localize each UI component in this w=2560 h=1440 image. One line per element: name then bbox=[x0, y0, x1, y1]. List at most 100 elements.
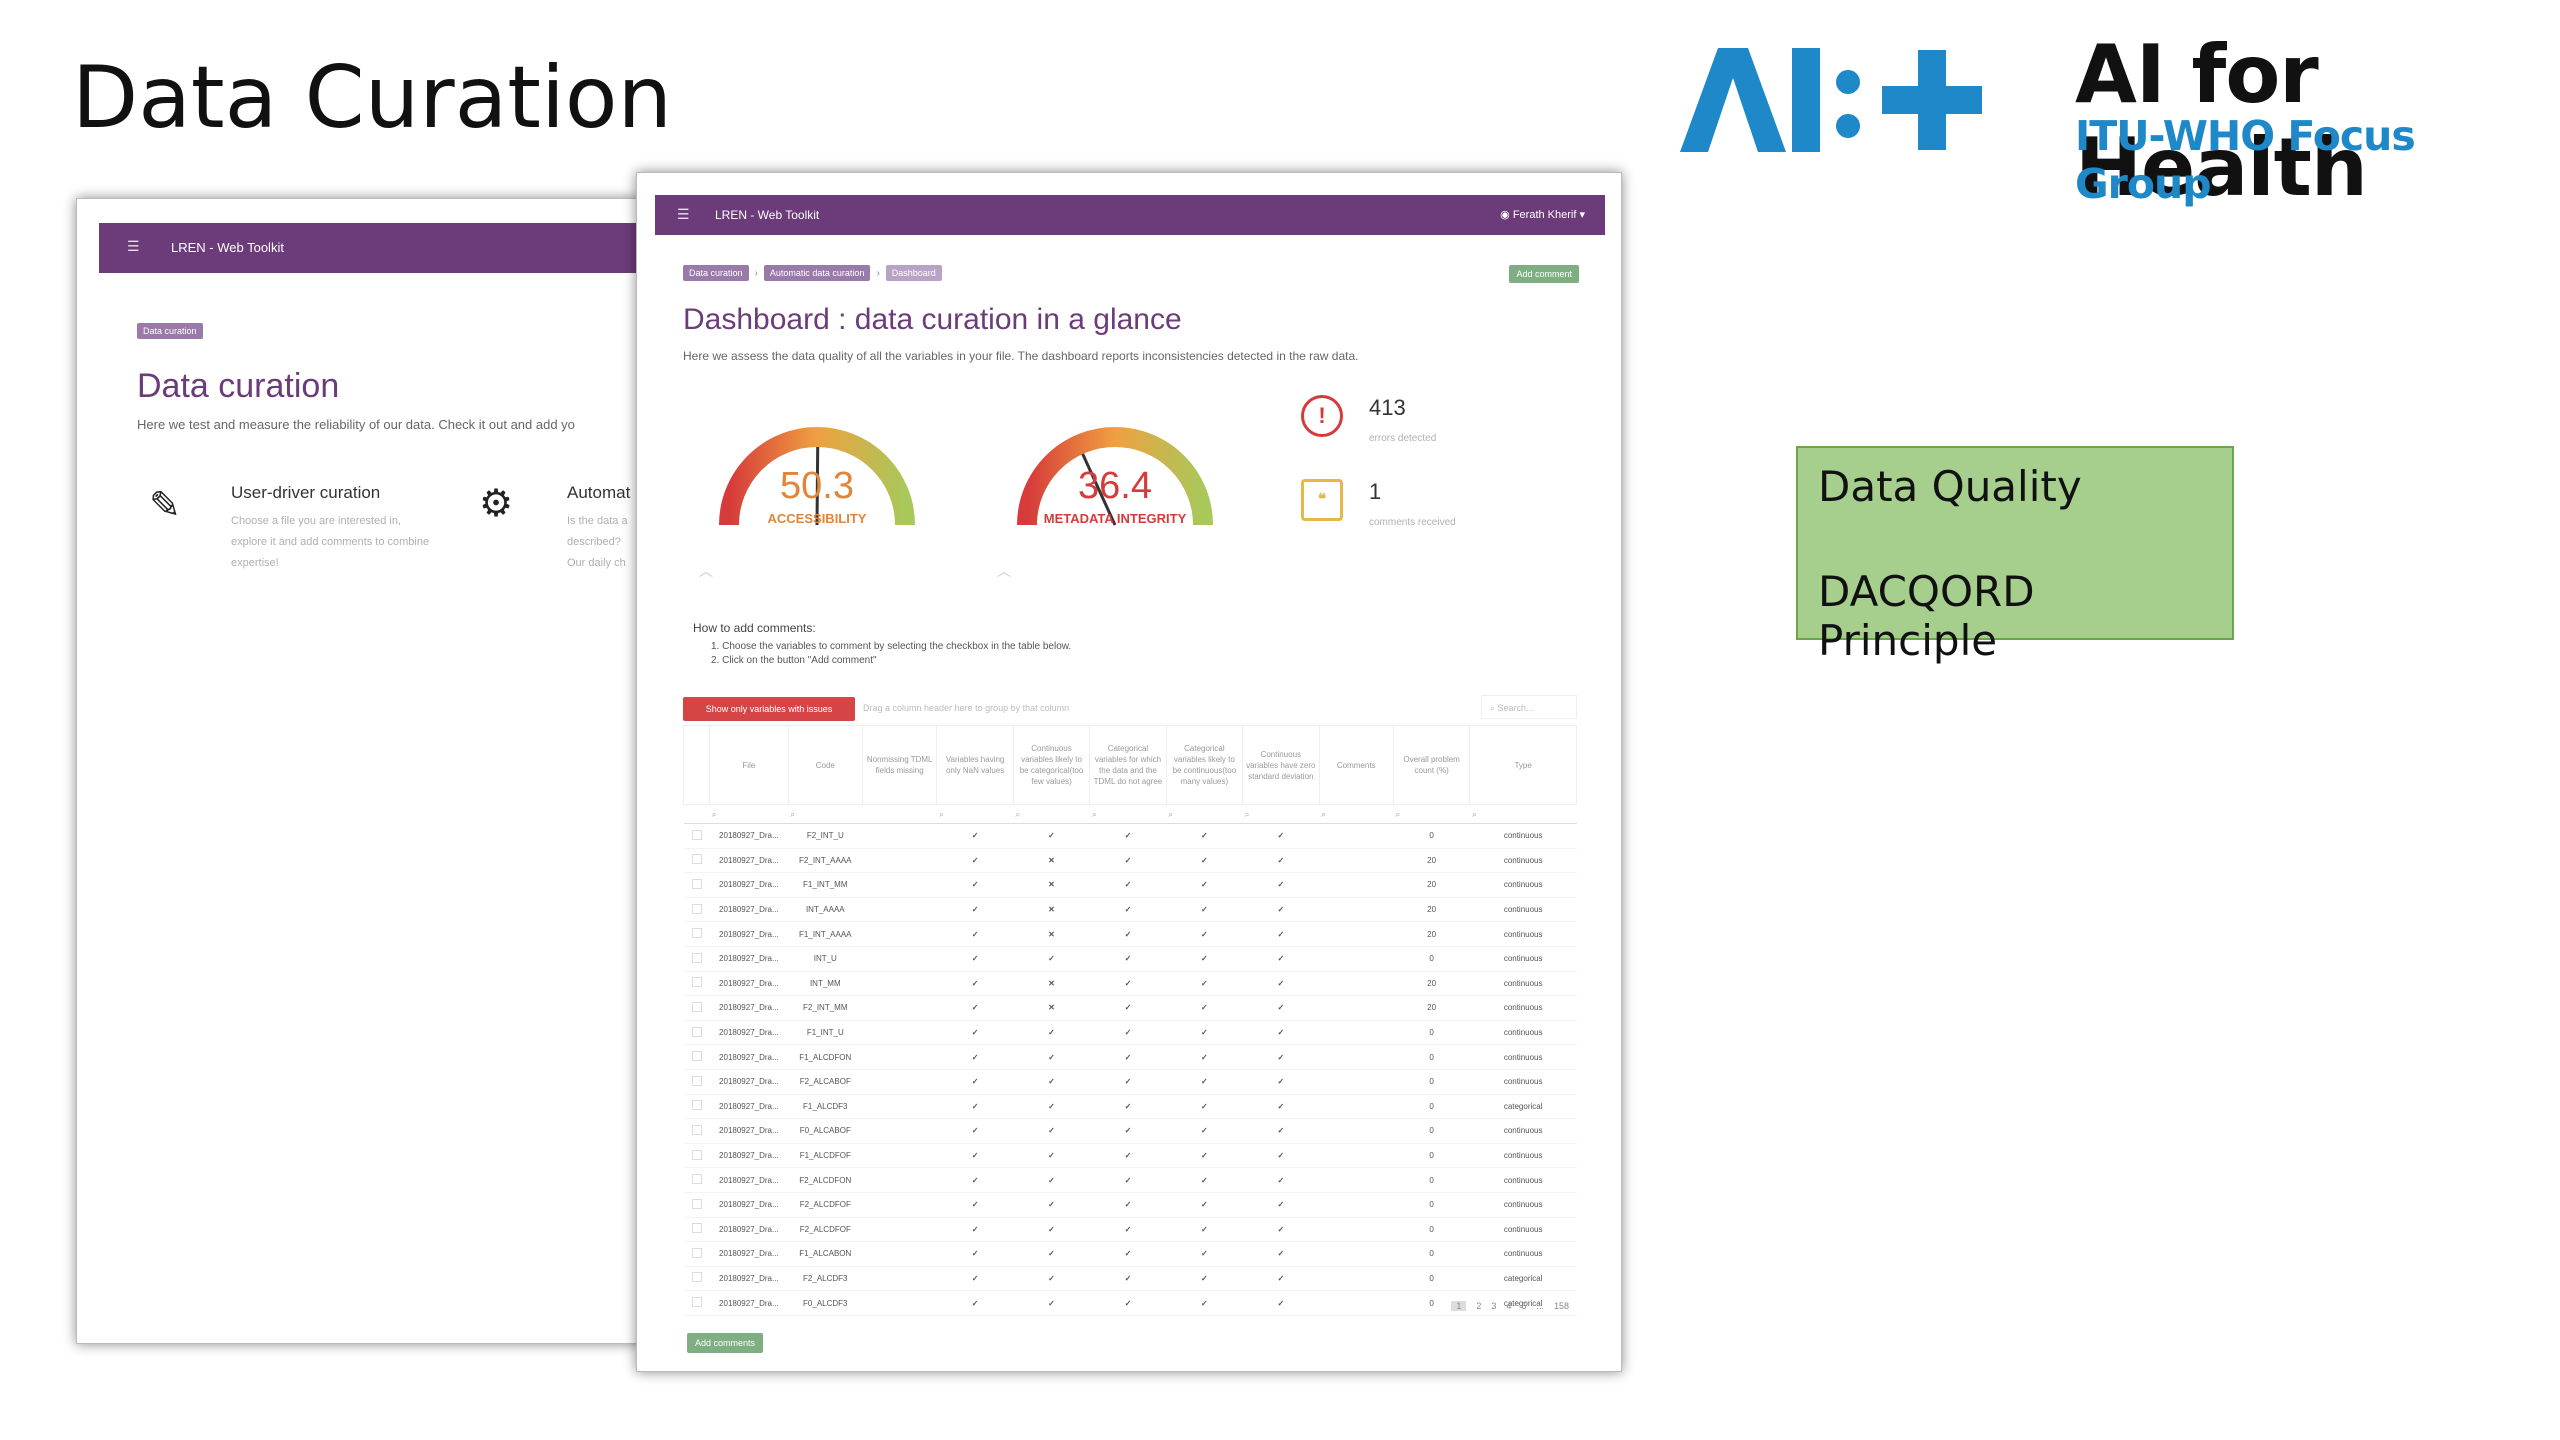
row-checkbox[interactable] bbox=[691, 977, 702, 988]
collapse-caret-icon[interactable]: ︿ bbox=[699, 563, 713, 579]
filter-icon[interactable]: ⌕ bbox=[1469, 804, 1577, 824]
page-link[interactable]: ... bbox=[1536, 1301, 1544, 1311]
show-issues-button[interactable]: Show only variables with issues bbox=[683, 697, 855, 721]
check-icon: ✓ bbox=[1013, 1266, 1090, 1292]
empty-cell bbox=[862, 1094, 937, 1120]
collapse-caret-icon[interactable]: ︿ bbox=[997, 563, 1011, 579]
table-row[interactable]: 20180927_Dra... INT_MM ✓ ✕ ✓ ✓ ✓ 20 continuous bbox=[683, 971, 1577, 997]
table-row[interactable]: 20180927_Dra... F2_ALCDFOF ✓ ✓ ✓ ✓ ✓ 0 continuou… bbox=[683, 1217, 1577, 1243]
feature-title-user-curation[interactable]: User-driver curation bbox=[231, 483, 381, 502]
column-header[interactable]: Overall problem count (%) bbox=[1392, 725, 1471, 805]
table-row[interactable]: 20180927_Dra... F1_ALCDF3 ✓ ✓ ✓ ✓ ✓ 0 categorica… bbox=[683, 1094, 1577, 1120]
table-row[interactable]: 20180927_Dra... F2_ALCDFOF ✓ ✓ ✓ ✓ ✓ 0 continuou… bbox=[683, 1192, 1577, 1218]
brand-label[interactable]: LREN - Web Toolkit bbox=[715, 208, 820, 222]
column-header[interactable]: Categorical variables for which the data… bbox=[1089, 725, 1167, 805]
table-row[interactable]: 20180927_Dra... F2_INT_U ✓ ✓ ✓ ✓ ✓ 0 continuous bbox=[683, 823, 1577, 849]
check-icon: ✓ bbox=[1166, 1044, 1243, 1070]
row-checkbox[interactable] bbox=[691, 1223, 702, 1234]
row-checkbox[interactable] bbox=[691, 952, 702, 963]
table-search-input[interactable]: ⌕ Search... bbox=[1481, 695, 1577, 719]
table-row[interactable]: 20180927_Dra... F1_ALCDFOF ✓ ✓ ✓ ✓ ✓ 0 continuou… bbox=[683, 1143, 1577, 1169]
empty-cell bbox=[862, 946, 937, 972]
row-checkbox[interactable] bbox=[691, 1001, 702, 1012]
row-checkbox[interactable] bbox=[691, 829, 702, 840]
filter-icon[interactable]: ⌕ bbox=[1242, 804, 1319, 824]
column-header[interactable]: Type bbox=[1469, 725, 1577, 805]
brand-label[interactable]: LREN - Web Toolkit bbox=[171, 240, 284, 255]
table-row[interactable]: 20180927_Dra... F2_ALCABOF ✓ ✓ ✓ ✓ ✓ 0 continuou… bbox=[683, 1069, 1577, 1095]
row-checkbox[interactable] bbox=[691, 928, 702, 939]
column-header[interactable] bbox=[682, 725, 711, 805]
breadcrumb-item[interactable]: Automatic data curation bbox=[763, 265, 871, 281]
add-comments-button[interactable]: Add comments bbox=[687, 1333, 764, 1353]
filter-icon[interactable]: ⌕ bbox=[936, 804, 1014, 824]
column-header[interactable]: Code bbox=[787, 725, 863, 805]
check-icon: ✓ bbox=[1166, 1094, 1243, 1120]
column-header[interactable]: Categorical variables likely to be conti… bbox=[1165, 725, 1244, 805]
page-link[interactable]: 2 bbox=[1476, 1301, 1482, 1311]
filter-icon[interactable]: ⌕ bbox=[788, 804, 863, 824]
row-checkbox[interactable] bbox=[691, 1297, 702, 1308]
code-cell: F0_ALCDF3 bbox=[788, 1290, 863, 1316]
table-row[interactable]: 20180927_Dra... F2_ALCDF3 ✓ ✓ ✓ ✓ ✓ 0 categorica… bbox=[683, 1266, 1577, 1292]
add-comment-button[interactable]: Add comment bbox=[1509, 265, 1579, 283]
row-checkbox[interactable] bbox=[691, 854, 702, 865]
breadcrumb-item[interactable]: Data curation bbox=[683, 265, 749, 281]
menu-icon[interactable]: ☰ bbox=[127, 238, 140, 254]
filter-icon[interactable]: ⌕ bbox=[1013, 804, 1090, 824]
row-checkbox[interactable] bbox=[691, 1272, 702, 1283]
table-row[interactable]: 20180927_Dra... F1_ALCABON ✓ ✓ ✓ ✓ ✓ 0 continuou… bbox=[683, 1241, 1577, 1267]
column-header[interactable]: Variables having only NaN values bbox=[936, 725, 1014, 805]
table-row[interactable]: 20180927_Dra... F0_ALCABOF ✓ ✓ ✓ ✓ ✓ 0 continuou… bbox=[683, 1118, 1577, 1144]
cross-icon: ✕ bbox=[1013, 848, 1090, 874]
user-menu[interactable]: ◉ Ferath Kherif ▾ bbox=[1500, 208, 1585, 221]
row-checkbox[interactable] bbox=[691, 1100, 702, 1111]
filter-icon[interactable]: ⌕ bbox=[1089, 804, 1167, 824]
table-row[interactable]: 20180927_Dra... F0_ALCDF3 ✓ ✓ ✓ ✓ ✓ 0 categorica… bbox=[683, 1290, 1577, 1316]
column-header[interactable]: File bbox=[709, 725, 789, 805]
column-header[interactable]: Nonmissing TDML fields missing bbox=[861, 725, 938, 805]
filter-icon[interactable]: ⌕ bbox=[1166, 804, 1243, 824]
breadcrumb-item[interactable]: Dashboard bbox=[885, 265, 942, 281]
breadcrumb[interactable]: Data curation bbox=[137, 323, 203, 339]
gauge-arc bbox=[719, 427, 915, 526]
filter-icon[interactable]: ⌕ bbox=[1393, 804, 1470, 824]
page-link[interactable]: 4 bbox=[1506, 1301, 1512, 1311]
table-row[interactable]: 20180927_Dra... F2_INT_MM ✓ ✕ ✓ ✓ ✓ 20 continuou… bbox=[683, 995, 1577, 1021]
variables-table: File Code Nonmissing TDML fields missing… bbox=[682, 725, 1577, 1316]
row-checkbox[interactable] bbox=[691, 1026, 702, 1037]
table-row[interactable]: 20180927_Dra... F2_INT_AAAA ✓ ✕ ✓ ✓ ✓ 20 continu… bbox=[683, 848, 1577, 874]
table-row[interactable]: 20180927_Dra... F1_INT_U ✓ ✓ ✓ ✓ ✓ 0 continuous bbox=[683, 1020, 1577, 1046]
row-checkbox[interactable] bbox=[691, 1075, 702, 1086]
column-header[interactable]: Continuous variables likely to be catego… bbox=[1012, 725, 1091, 805]
table-row[interactable]: 20180927_Dra... F1_INT_AAAA ✓ ✕ ✓ ✓ ✓ 20 continu… bbox=[683, 921, 1577, 947]
row-checkbox[interactable] bbox=[691, 1247, 702, 1258]
row-checkbox[interactable] bbox=[691, 903, 702, 914]
file-cell: 20180927_Dra... bbox=[709, 872, 789, 898]
row-checkbox[interactable] bbox=[691, 1149, 702, 1160]
column-header[interactable]: Continuous variables have zero standard … bbox=[1242, 725, 1320, 805]
page-link[interactable]: 158 bbox=[1553, 1301, 1569, 1311]
table-row[interactable]: 20180927_Dra... F2_ALCDFON ✓ ✓ ✓ ✓ ✓ 0 continuou… bbox=[683, 1167, 1577, 1193]
table-row[interactable]: 20180927_Dra... INT_AAAA ✓ ✕ ✓ ✓ ✓ 20 continuous bbox=[683, 897, 1577, 923]
row-checkbox-cell bbox=[683, 1167, 710, 1193]
page-link[interactable]: 5 bbox=[1521, 1301, 1527, 1311]
table-row[interactable]: 20180927_Dra... F1_INT_MM ✓ ✕ ✓ ✓ ✓ 20 continuou… bbox=[683, 872, 1577, 898]
row-checkbox[interactable] bbox=[691, 1124, 702, 1135]
table-row[interactable]: 20180927_Dra... INT_U ✓ ✓ ✓ ✓ ✓ 0 continuous bbox=[683, 946, 1577, 972]
menu-icon[interactable]: ☰ bbox=[677, 206, 690, 222]
page-link[interactable]: 3 bbox=[1491, 1301, 1497, 1311]
row-checkbox[interactable] bbox=[691, 1198, 702, 1209]
column-header[interactable]: Comments bbox=[1318, 725, 1394, 805]
row-checkbox[interactable] bbox=[691, 1051, 702, 1062]
breadcrumb-separator: › bbox=[876, 267, 880, 279]
page-link[interactable]: 1 bbox=[1451, 1301, 1467, 1311]
row-checkbox-cell bbox=[683, 995, 710, 1021]
feature-title-automatic[interactable]: Automat bbox=[567, 483, 631, 502]
table-row[interactable]: 20180927_Dra... F1_ALCDFON ✓ ✓ ✓ ✓ ✓ 0 continuou… bbox=[683, 1044, 1577, 1070]
row-checkbox[interactable] bbox=[691, 1174, 702, 1185]
filter-icon[interactable]: ⌕ bbox=[709, 804, 789, 824]
row-checkbox[interactable] bbox=[691, 878, 702, 889]
callout-line-1: Data Quality bbox=[1818, 462, 2082, 511]
filter-icon[interactable]: ⌕ bbox=[1319, 804, 1394, 824]
